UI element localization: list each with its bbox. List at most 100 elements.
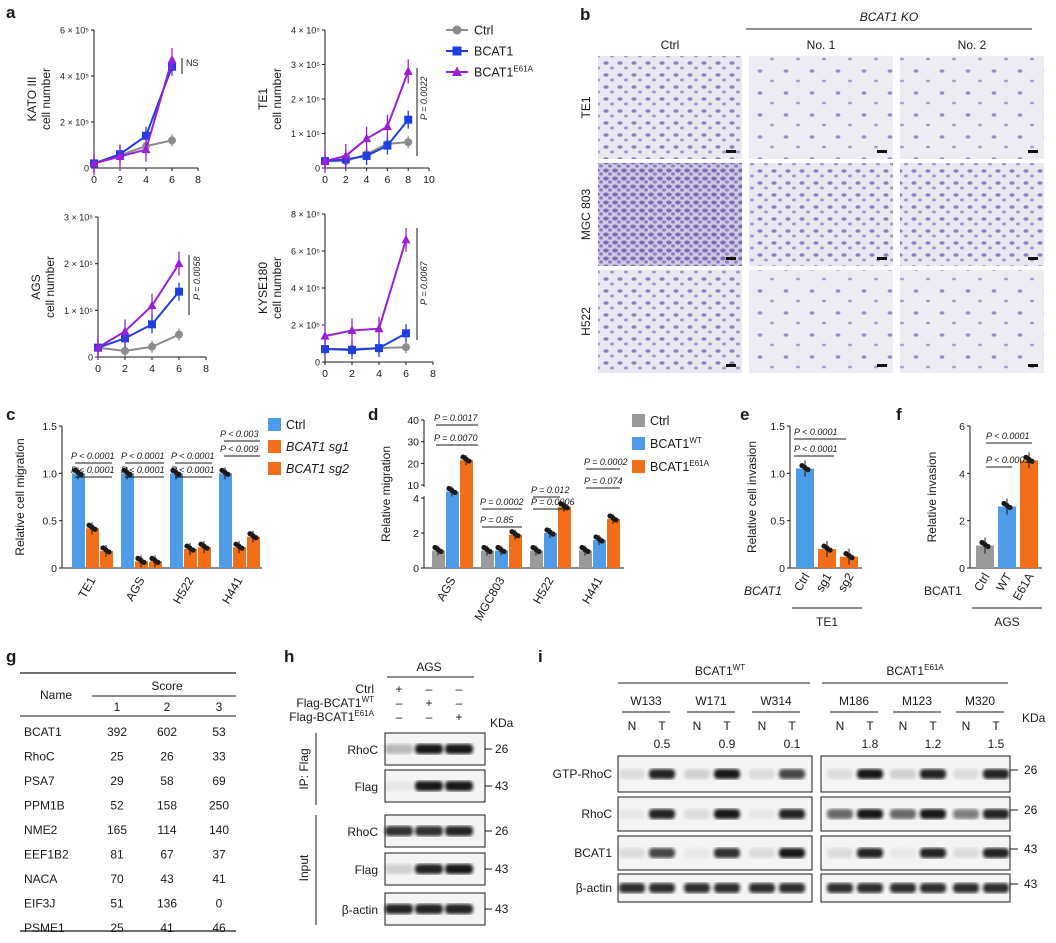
bar-h522 bbox=[184, 549, 197, 568]
score-cell: 41 bbox=[160, 921, 174, 935]
score-cell: 70 bbox=[110, 872, 124, 886]
y-axis-label: AGScell number bbox=[29, 256, 57, 318]
lane-n-label: N bbox=[962, 719, 971, 733]
series-line-bcat1e61a bbox=[324, 239, 407, 338]
blot-band bbox=[714, 883, 740, 893]
data-point bbox=[383, 141, 392, 150]
blot-band bbox=[983, 883, 1009, 893]
table-row: NME2 165 114 140 bbox=[24, 823, 229, 837]
replicate-dot bbox=[501, 548, 507, 555]
blot-band bbox=[445, 904, 473, 914]
y-tick-label: 4 bbox=[413, 493, 419, 505]
data-point bbox=[175, 330, 183, 339]
y-tick-label: 4 bbox=[959, 468, 965, 480]
blot-band bbox=[684, 809, 710, 819]
x-tick-label: 2 bbox=[349, 368, 355, 380]
bar-h441 bbox=[219, 473, 232, 568]
table-row: EEF1B2 81 67 37 bbox=[24, 848, 226, 862]
bar-h441 bbox=[607, 519, 620, 568]
legend-label: Ctrl bbox=[474, 24, 493, 38]
replicate-dot bbox=[849, 555, 855, 561]
y-tick-label: 4 × 10⁵ bbox=[291, 26, 320, 36]
y-axis-label: Relative cell migration bbox=[13, 438, 27, 555]
scale-bar bbox=[726, 150, 736, 153]
replicate-dot bbox=[106, 549, 112, 555]
x-tick-label: 4 bbox=[149, 363, 155, 375]
group-label: BCAT1 bbox=[744, 584, 782, 598]
replicate-dot bbox=[515, 533, 521, 539]
condition-mark: + bbox=[455, 710, 462, 724]
score-cell: 25 bbox=[110, 921, 124, 935]
kda-value: 43 bbox=[495, 902, 509, 916]
micrograph bbox=[749, 270, 893, 373]
blot-band bbox=[983, 809, 1009, 819]
y-tick-label: 20 bbox=[407, 458, 419, 470]
x-tick-label: 0 bbox=[91, 174, 97, 186]
x-tick-label: 6 bbox=[384, 174, 390, 186]
blot-band bbox=[649, 809, 675, 819]
condition-mark: – bbox=[426, 710, 433, 724]
lane-n-label: N bbox=[628, 719, 637, 733]
bar-te1 bbox=[86, 528, 99, 568]
data-point bbox=[115, 151, 125, 160]
legend-label-base: BCAT1 bbox=[474, 45, 513, 59]
micrograph bbox=[598, 56, 742, 159]
kda-value: 26 bbox=[1024, 803, 1038, 817]
legend-label: BCAT1 sg1 bbox=[286, 440, 349, 454]
y-axis-label: Relative cell invasion bbox=[745, 441, 759, 553]
data-point bbox=[175, 287, 183, 296]
x-tick-label: 4 bbox=[364, 174, 370, 186]
replicate-dot bbox=[452, 489, 458, 496]
y-label-line1: KYSE180 bbox=[256, 262, 270, 314]
y-tick-label: 2 × 10⁵ bbox=[64, 259, 93, 269]
condition-mark: – bbox=[396, 696, 403, 710]
condition-mark: + bbox=[395, 682, 402, 696]
data-point bbox=[362, 151, 371, 160]
y-tick-label: 2 × 10⁵ bbox=[291, 95, 320, 105]
blot-band bbox=[890, 769, 916, 779]
p-value-label: P < 0.0001 bbox=[171, 465, 214, 475]
replicate-dot bbox=[92, 526, 98, 532]
p-value-label: P < 0.0001 bbox=[794, 444, 837, 454]
bar-mgc803 bbox=[495, 550, 508, 568]
protein-name: RhoC bbox=[24, 750, 55, 764]
sample-label: W314 bbox=[760, 694, 792, 708]
data-point bbox=[167, 54, 177, 64]
data-point bbox=[402, 329, 410, 338]
data-point bbox=[375, 344, 383, 353]
data-point bbox=[347, 325, 357, 335]
blot-band bbox=[953, 883, 979, 893]
legend-swatch bbox=[268, 462, 281, 475]
table-row: NACA 70 43 41 bbox=[24, 872, 226, 886]
legend-marker bbox=[452, 46, 462, 56]
scale-bar bbox=[1028, 150, 1038, 153]
y-tick-label: 2 bbox=[959, 516, 965, 528]
y-tick-label: 4 × 10⁵ bbox=[60, 72, 89, 82]
sample-label: W171 bbox=[695, 694, 727, 708]
blot-band bbox=[857, 883, 883, 893]
blot-label: RhoC bbox=[347, 825, 378, 839]
panel-label-a: a bbox=[6, 3, 16, 22]
legend-marker bbox=[452, 25, 462, 35]
bar-h441 bbox=[593, 540, 606, 568]
panel-label-d: d bbox=[368, 405, 378, 424]
blot-band bbox=[857, 769, 883, 779]
group-label: BCAT1 bbox=[924, 584, 962, 598]
y-tick-label: 30 bbox=[407, 437, 419, 449]
p-value-label: P < 0.0001 bbox=[71, 465, 114, 475]
score-cell: 41 bbox=[212, 872, 226, 886]
row-label: H522 bbox=[579, 307, 593, 336]
bar-te1 bbox=[72, 473, 85, 568]
blot-band bbox=[619, 769, 645, 779]
lane-t-label: T bbox=[866, 719, 874, 733]
scale-bar bbox=[877, 257, 887, 260]
y-tick-label: 6 bbox=[959, 421, 965, 433]
replicate-dot bbox=[176, 471, 182, 477]
legend-label-base: BCAT1 bbox=[650, 437, 689, 451]
bar-mgc803 bbox=[481, 550, 494, 568]
y-tick-label: 2 × 10⁵ bbox=[60, 118, 89, 128]
group-wt-label: BCAT1WT bbox=[695, 663, 745, 678]
category-label: H522 bbox=[530, 574, 557, 606]
y-axis-label: KYSE180cell number bbox=[256, 257, 284, 319]
lane-t-label: T bbox=[929, 719, 937, 733]
